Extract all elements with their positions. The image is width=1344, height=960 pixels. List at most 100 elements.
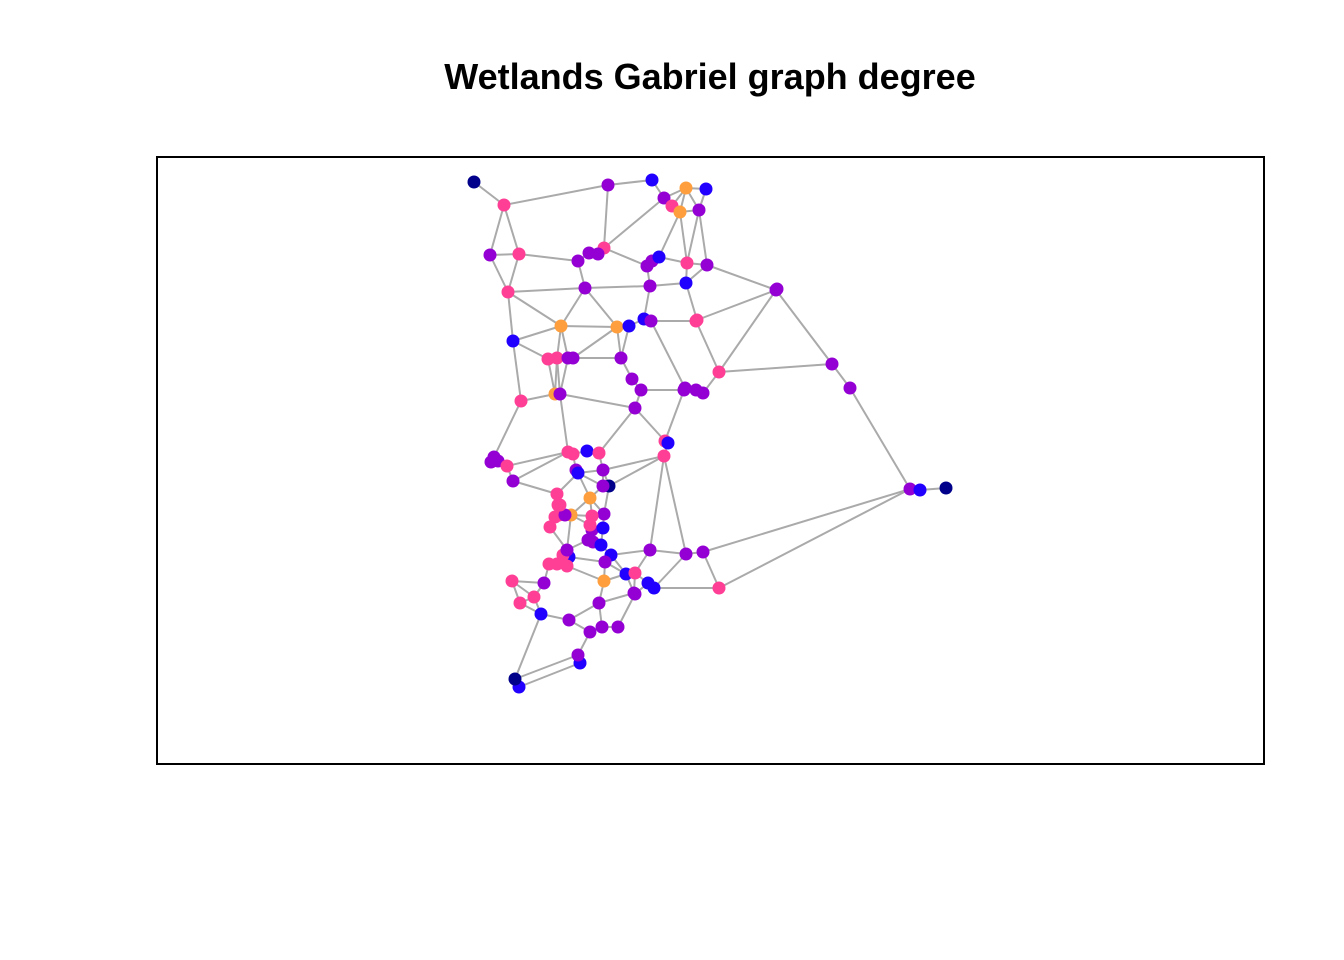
graph-edge xyxy=(706,264,777,291)
graph-edge xyxy=(849,387,911,490)
graph-node-degree-3 xyxy=(578,281,592,295)
graph-node-degree-3 xyxy=(597,507,611,521)
graph-node-degree-2 xyxy=(594,538,608,552)
graph-node-degree-4 xyxy=(712,581,726,595)
chart-title: Wetlands Gabriel graph degree xyxy=(444,56,976,97)
graph-edge xyxy=(572,326,618,359)
graph-node-degree-3 xyxy=(595,620,609,634)
graph-node-degree-3 xyxy=(553,387,567,401)
graph-node-degree-3 xyxy=(598,555,612,569)
graph-node-degree-4 xyxy=(592,446,606,460)
graph-node-degree-3 xyxy=(625,372,639,386)
graph-node-degree-3 xyxy=(696,545,710,559)
graph-edge xyxy=(702,551,720,589)
graph-edge xyxy=(512,340,549,360)
graph-node-degree-2 xyxy=(652,250,666,264)
graph-edge xyxy=(718,488,911,589)
graph-node-degree-4 xyxy=(566,447,580,461)
graph-node-degree-4 xyxy=(689,314,703,328)
graph-node-degree-4 xyxy=(505,574,519,588)
graph-node-degree-3 xyxy=(614,351,628,365)
graph-edge xyxy=(560,287,586,327)
graph-edge xyxy=(507,291,562,327)
graph-edge xyxy=(512,480,558,495)
graph-node-degree-4 xyxy=(657,449,671,463)
graph-node-degree-3 xyxy=(596,463,610,477)
graph-edge xyxy=(512,451,569,482)
graph-edge xyxy=(507,287,586,293)
graph-node-degree-3 xyxy=(657,191,671,205)
graph-node-degree-5 xyxy=(597,574,611,588)
graph-node-degree-3 xyxy=(644,314,658,328)
graph-node-degree-1 xyxy=(508,672,522,686)
graph-edge xyxy=(663,455,687,555)
graph-edge xyxy=(489,254,509,293)
graph-node-degree-2 xyxy=(534,607,548,621)
graph-node-degree-4 xyxy=(512,247,526,261)
graph-node-degree-4 xyxy=(553,498,567,512)
graph-edge xyxy=(560,325,618,328)
graph-node-degree-5 xyxy=(610,320,624,334)
graph-node-degree-4 xyxy=(550,487,564,501)
graph-node-degree-4 xyxy=(542,557,556,571)
graph-node-degree-4 xyxy=(548,510,562,524)
graph-node-degree-2 xyxy=(699,182,713,196)
graph-edge xyxy=(603,184,609,249)
graph-node-degree-4 xyxy=(628,566,642,580)
graph-node-degree-3 xyxy=(679,547,693,561)
graph-node-degree-4 xyxy=(514,394,528,408)
graph-edge xyxy=(603,197,665,249)
graph-edge xyxy=(503,184,609,206)
graph-node-degree-4 xyxy=(500,459,514,473)
graph-node-degree-3 xyxy=(700,258,714,272)
graph-edge xyxy=(664,389,685,442)
graph-edge xyxy=(658,211,681,258)
graph-node-degree-3 xyxy=(611,620,625,634)
graph-node-degree-4 xyxy=(712,365,726,379)
graph-node-degree-5 xyxy=(583,491,597,505)
graph-edge xyxy=(698,209,708,266)
graph-node-degree-5 xyxy=(679,181,693,195)
graph-node-degree-3 xyxy=(843,381,857,395)
graph-node-degree-3 xyxy=(583,625,597,639)
graph-node-degree-3 xyxy=(643,543,657,557)
graph-node-degree-1 xyxy=(939,481,953,495)
graph-node-degree-1 xyxy=(467,175,481,189)
graph-node-degree-2 xyxy=(571,466,585,480)
graph-node-degree-4 xyxy=(583,518,597,532)
graph-node-degree-4 xyxy=(543,520,557,534)
graph-node-degree-2 xyxy=(622,319,636,333)
graph-node-degree-2 xyxy=(506,334,520,348)
graph-node-degree-3 xyxy=(825,357,839,371)
graph-node-degree-3 xyxy=(634,383,648,397)
graph-node-degree-3 xyxy=(571,254,585,268)
graph-node-degree-3 xyxy=(560,543,574,557)
graph-edge xyxy=(598,407,636,454)
graph-edge xyxy=(649,455,665,551)
graph-node-degree-3 xyxy=(558,508,572,522)
graph-edge xyxy=(512,325,562,342)
graph-edge xyxy=(566,565,605,582)
graph-edge xyxy=(512,340,522,402)
graph-node-degree-4 xyxy=(560,559,574,573)
graph-edge xyxy=(718,363,833,373)
graph-edge xyxy=(679,211,688,264)
graph-node-degree-4 xyxy=(513,596,527,610)
graph-edge xyxy=(559,393,636,409)
graph-node-degree-2 xyxy=(679,276,693,290)
graph-edge xyxy=(686,209,700,264)
graph-node-degree-5 xyxy=(673,205,687,219)
graph-edge xyxy=(653,553,687,589)
graph-edge xyxy=(559,393,569,453)
graph-node-degree-3 xyxy=(537,576,551,590)
graph-edge xyxy=(514,654,579,680)
graph-node-degree-2 xyxy=(580,444,594,458)
graph-edge xyxy=(518,253,579,262)
graph-edge xyxy=(603,247,648,267)
graph-edge xyxy=(702,488,911,553)
graph-node-degree-3 xyxy=(601,178,615,192)
graph-node-degree-4 xyxy=(550,351,564,365)
graph-edge xyxy=(608,455,665,487)
graph-edge xyxy=(507,291,514,342)
